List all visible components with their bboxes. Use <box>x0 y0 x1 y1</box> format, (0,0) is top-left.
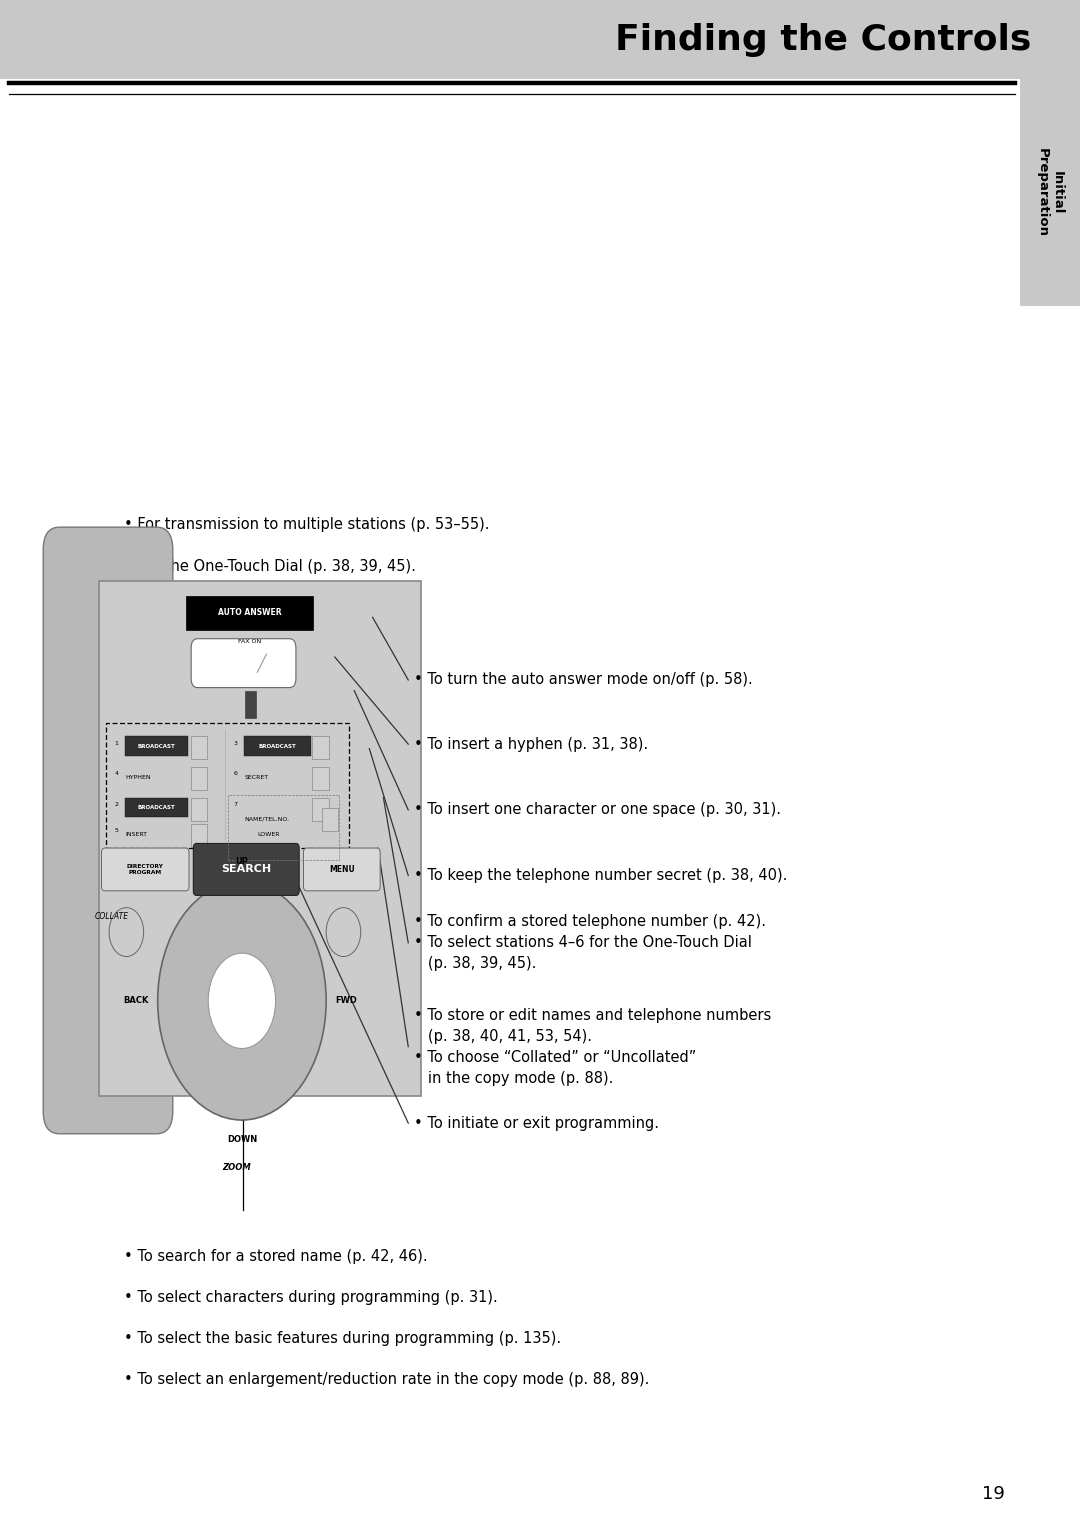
Bar <box>1020 79 1080 306</box>
Bar <box>312 798 328 821</box>
Text: BROADCAST: BROADCAST <box>138 805 175 810</box>
Text: DIRECTORY
PROGRAM: DIRECTORY PROGRAM <box>126 863 164 876</box>
Text: 19: 19 <box>982 1485 1004 1504</box>
Bar <box>312 736 328 759</box>
Bar <box>191 736 207 759</box>
Bar <box>0 0 1080 79</box>
Text: 1: 1 <box>114 741 119 746</box>
Text: • To confirm a stored telephone number (p. 42).
• To select stations 4–6 for the: • To confirm a stored telephone number (… <box>414 914 766 972</box>
Text: BACK: BACK <box>124 996 149 1005</box>
Text: UP: UP <box>235 857 248 866</box>
Text: NAME/TEL.NO.: NAME/TEL.NO. <box>244 816 289 822</box>
Bar <box>322 808 338 831</box>
Text: DOWN: DOWN <box>227 1135 257 1144</box>
Bar <box>245 691 256 718</box>
Text: Initial
Preparation: Initial Preparation <box>1036 148 1064 237</box>
Text: • For the One-Touch Dial (p. 38, 39, 45).: • For the One-Touch Dial (p. 38, 39, 45)… <box>124 559 416 575</box>
FancyBboxPatch shape <box>102 848 189 891</box>
Text: • To turn the auto answer mode on/off (p. 58).: • To turn the auto answer mode on/off (p… <box>414 672 753 688</box>
Text: FAX ON: FAX ON <box>238 639 261 645</box>
Text: • To select characters during programming (p. 31).: • To select characters during programmin… <box>124 1290 498 1305</box>
Text: COLLATE: COLLATE <box>95 912 130 921</box>
Text: SECRET: SECRET <box>244 775 269 781</box>
Text: • To insert a hyphen (p. 31, 38).: • To insert a hyphen (p. 31, 38). <box>414 736 648 752</box>
Text: FWD: FWD <box>335 996 356 1005</box>
Text: Finding the Controls: Finding the Controls <box>615 23 1031 57</box>
Text: BROADCAST: BROADCAST <box>259 744 297 749</box>
Text: BROADCAST: BROADCAST <box>138 744 175 749</box>
Text: 5: 5 <box>114 828 119 833</box>
Circle shape <box>208 953 275 1048</box>
Circle shape <box>326 908 361 957</box>
FancyBboxPatch shape <box>191 639 296 688</box>
Bar <box>191 767 207 790</box>
Text: AUTO ANSWER: AUTO ANSWER <box>218 608 281 617</box>
Text: • To initiate or exit programming.: • To initiate or exit programming. <box>414 1115 659 1131</box>
Text: • To keep the telephone number secret (p. 38, 40).: • To keep the telephone number secret (p… <box>414 868 787 883</box>
Bar <box>125 736 188 756</box>
Text: 4: 4 <box>114 772 119 776</box>
Text: LOWER: LOWER <box>257 831 280 837</box>
FancyBboxPatch shape <box>303 848 380 891</box>
Text: HYPHEN: HYPHEN <box>125 775 151 781</box>
Text: 7: 7 <box>233 802 238 807</box>
Bar <box>106 723 349 848</box>
Text: • To select an enlargement/reduction rate in the copy mode (p. 88, 89).: • To select an enlargement/reduction rat… <box>124 1372 649 1387</box>
Bar <box>191 824 207 847</box>
FancyBboxPatch shape <box>43 527 173 1134</box>
Circle shape <box>109 908 144 957</box>
Text: • To store or edit names and telephone numbers
   (p. 38, 40, 41, 53, 54).
• To : • To store or edit names and telephone n… <box>414 1007 771 1086</box>
Text: 3: 3 <box>233 741 238 746</box>
FancyBboxPatch shape <box>193 843 299 895</box>
Bar <box>191 798 207 821</box>
Text: SEARCH: SEARCH <box>221 865 271 874</box>
Text: • To insert one character or one space (p. 30, 31).: • To insert one character or one space (… <box>414 802 781 817</box>
Text: • To search for a stored name (p. 42, 46).: • To search for a stored name (p. 42, 46… <box>124 1248 428 1264</box>
Bar <box>125 798 188 817</box>
Bar <box>244 736 311 756</box>
Bar <box>228 795 339 860</box>
Bar <box>312 767 328 790</box>
Bar <box>99 581 421 1096</box>
Text: • Command keys (p. 31): • Command keys (p. 31) <box>124 602 303 617</box>
Text: 6: 6 <box>233 772 238 776</box>
Text: ZOOM: ZOOM <box>222 1163 251 1172</box>
Circle shape <box>158 882 326 1120</box>
Text: • To select the basic features during programming (p. 135).: • To select the basic features during pr… <box>124 1331 562 1346</box>
Bar <box>186 596 313 630</box>
Text: 2: 2 <box>114 802 119 807</box>
Text: • For transmission to multiple stations (p. 53–55).: • For transmission to multiple stations … <box>124 516 489 532</box>
Text: INSERT: INSERT <box>125 831 147 837</box>
Text: MENU: MENU <box>329 865 354 874</box>
